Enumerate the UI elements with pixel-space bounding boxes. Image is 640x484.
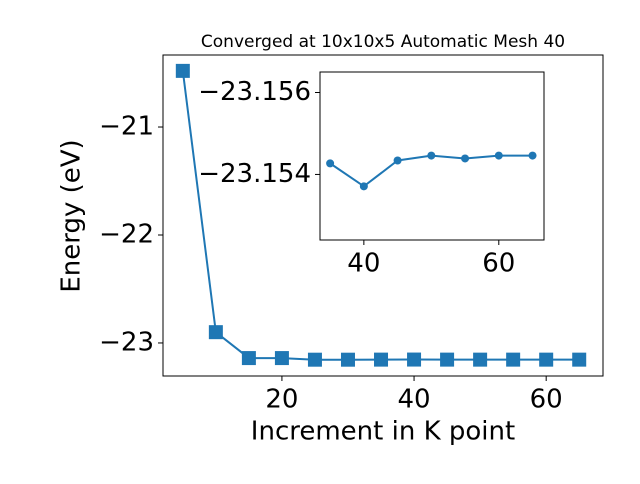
- marker: [528, 151, 537, 160]
- plot-frame: [319, 71, 545, 241]
- x-tick-label: 60: [530, 385, 563, 415]
- marker: [274, 351, 289, 366]
- marker: [572, 352, 587, 367]
- marker: [340, 352, 355, 367]
- x-tick-label: 40: [398, 385, 431, 415]
- x-tick-label: 40: [347, 249, 380, 279]
- marker: [473, 352, 488, 367]
- marker: [539, 352, 554, 367]
- y-axis-label: Energy (eV): [57, 139, 87, 292]
- marker: [208, 325, 223, 340]
- y-tick-label: −22: [99, 219, 154, 249]
- marker: [461, 154, 470, 163]
- marker: [506, 352, 521, 367]
- x-tick-label: 60: [482, 249, 515, 279]
- x-tick-label: 20: [265, 385, 298, 415]
- y-tick-label: −23.156: [198, 77, 311, 107]
- marker: [241, 351, 256, 366]
- y-tick-label: −23.154: [198, 159, 311, 189]
- marker: [359, 182, 368, 191]
- marker: [407, 352, 422, 367]
- plot-frame: [162, 54, 604, 377]
- y-tick-label: −21: [99, 112, 154, 142]
- marker: [427, 151, 436, 160]
- marker: [494, 151, 503, 160]
- chart-title: Converged at 10x10x5 Automatic Mesh 40: [201, 32, 565, 52]
- marker: [374, 352, 389, 367]
- marker: [175, 63, 190, 78]
- x-axis-label: Increment in K point: [251, 417, 515, 447]
- marker: [440, 352, 455, 367]
- y-tick-label: −23: [99, 327, 154, 357]
- marker: [326, 159, 335, 168]
- marker: [393, 156, 402, 165]
- marker: [307, 352, 322, 367]
